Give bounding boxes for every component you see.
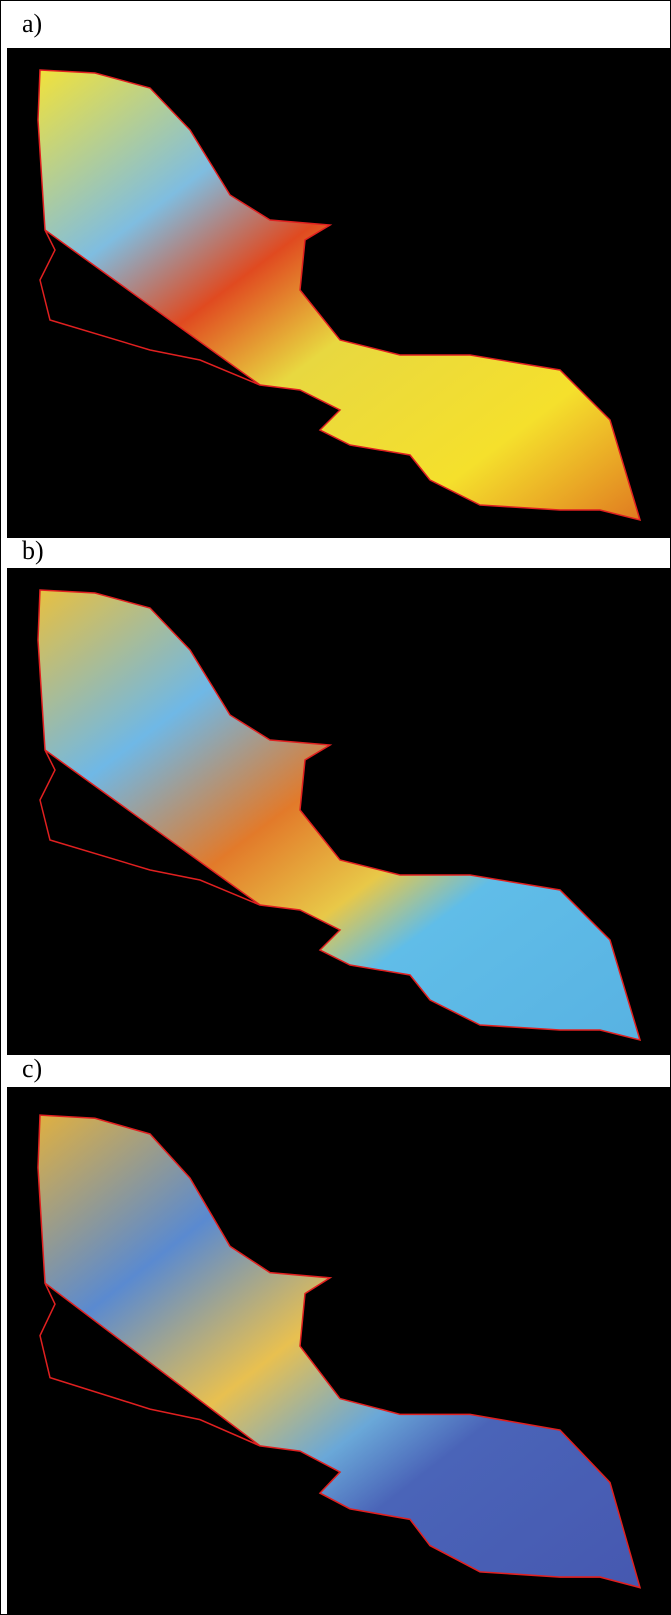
panel-label: a) — [22, 9, 42, 38]
figure: a) b) c) — [0, 0, 671, 1615]
panel-label: c) — [22, 1054, 42, 1083]
page: a) b) c) (() => { const data = JSON.pars… — [0, 0, 671, 1615]
panel-label: b) — [22, 536, 44, 565]
